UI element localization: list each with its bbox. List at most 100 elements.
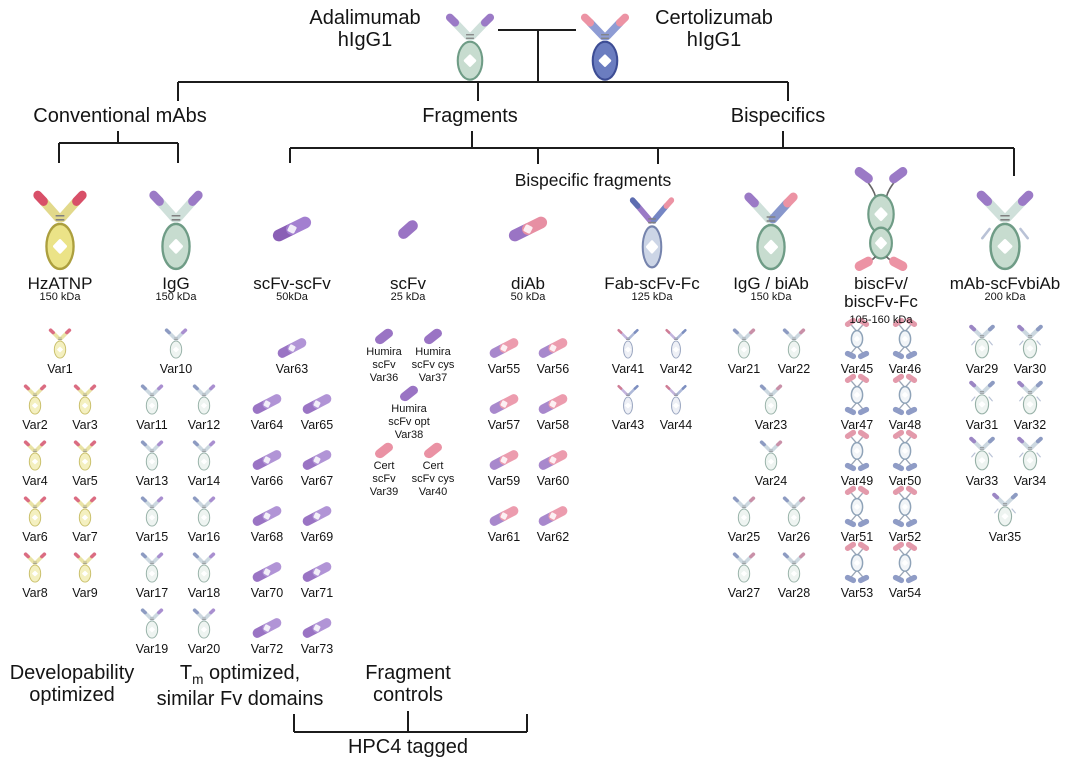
column-header-igg-biab: IgG / biAb [733,274,809,293]
fab-scfv-fc-variant-icon [663,382,689,416]
variant-label: Var30 [1013,362,1047,376]
variant-label-line: Var39 [369,486,399,499]
variant-label-line: scFv opt [388,416,430,429]
mab-scfvbiab-variant-icon [967,322,997,360]
column-header-scfv: scFv [390,274,426,293]
variant-label: Var62 [536,530,570,544]
igg-antibody-icon [145,184,207,274]
variant-label-line: Humira [366,346,402,358]
footer-label-tm-optimized: Tm optimized, similar Fv domains [157,662,324,710]
variant-label: Var61 [487,530,521,544]
column-header-fab-scfv-fc: Fab-scFv-Fc [604,274,700,293]
variant-label: Var52 [888,530,922,544]
mab-scfvbiab-variant-icon [1015,322,1045,360]
scfv-scfv-variant-icon [299,504,335,528]
variant-label: Var53 [840,586,874,600]
biscfv-variant-icon [891,428,919,472]
scfv-scfv-variant-icon [299,392,335,416]
hzatnp-variant-icon [72,438,98,472]
diab-variant-icon [535,392,571,416]
biscfv-variant-icon [843,428,871,472]
tm-text: optimized, [203,662,301,684]
variant-label: Var2 [22,418,48,432]
variant-label: Var44 [659,418,693,432]
variant-label: Var67 [300,474,334,488]
group-label-conventional-mabs: Conventional mAbs [33,105,207,127]
variant-label: Var13 [135,474,169,488]
variant-label: Var54 [888,586,922,600]
scfv-scfv-dumbbell-icon [268,214,316,244]
variant-label: Var34 [1013,474,1047,488]
column-header-scfv-scfv: scFv-scFv [253,274,331,293]
hzatnp-variant-icon [72,494,98,528]
igg-biab-variant-icon [781,494,807,528]
hzatnp-variant-icon [22,382,48,416]
variant-label-line: Cert [373,460,395,472]
variant-label: Var43 [611,418,645,432]
diab-variant-icon [486,504,522,528]
variant-label: Var42 [659,362,693,376]
variant-label: Var17 [135,586,169,600]
variant-label: Var70 [250,586,284,600]
variant-label: Var31 [965,418,999,432]
hzatnp-variant-icon [72,382,98,416]
variant-label: Humira scFv opt Var38 [388,403,430,443]
column-mass-biscfv: 105-160 kDa [849,314,913,326]
footer-label-hpc4-tagged: HPC4 tagged [347,736,469,758]
variant-label: Var69 [300,530,334,544]
footer-line: similar Fv domains [156,687,324,710]
biscfv-variant-icon [843,372,871,416]
igg-biab-antibody-icon [740,186,802,274]
variant-label: Var4 [22,474,48,488]
variant-label: Var57 [487,418,521,432]
variant-label: Var46 [888,362,922,376]
biscfv-variant-icon [891,484,919,528]
scfv-variant-icon [422,327,444,345]
group-label-bispecifics: Bispecifics [730,105,826,127]
variant-label: Var51 [840,530,874,544]
tm-subscript: m [192,672,204,687]
variant-label: Var29 [965,362,999,376]
column-mass-igg: 150 kDa [155,291,197,303]
igg-variant-icon [163,326,189,360]
diab-variant-icon [486,448,522,472]
igg-variant-icon [139,494,165,528]
scfv-scfv-variant-icon [299,448,335,472]
scfv-scfv-variant-icon [249,616,285,640]
igg-variant-icon [139,550,165,584]
variant-label-line: scFv [372,473,396,486]
diab-variant-icon [486,392,522,416]
variant-label: Var63 [275,362,309,376]
column-mass-fab-scfv-fc: 125 kDa [631,291,673,303]
variant-label: Var11 [136,418,168,432]
variant-label: Var8 [22,586,48,600]
variant-label: Var23 [754,418,788,432]
biscfv-variant-icon [843,316,871,360]
igg-biab-variant-icon [731,550,757,584]
scfv-scfv-variant-icon [249,504,285,528]
variant-label: Var64 [250,418,284,432]
variant-label: Var24 [754,474,788,488]
column-header-mab-scfvbiab: mAb-scFvbiAb [949,274,1061,293]
column-mass-diab: 50 kDa [510,291,546,303]
variant-label: Var33 [965,474,999,488]
variant-label: Var32 [1013,418,1047,432]
variant-label: Var58 [536,418,570,432]
igg-variant-icon [139,438,165,472]
variant-label: Var60 [536,474,570,488]
igg-variant-icon [191,606,217,640]
variant-label: Var6 [22,530,48,544]
footer-line: Fragment [365,662,451,684]
variant-label: Var65 [300,418,334,432]
variant-label: Humira scFv cys Var37 [412,346,455,386]
variant-label-line: Cert [422,460,444,472]
variant-label: Var72 [250,642,284,656]
variant-label-line: Var37 [418,372,448,385]
variant-label: Var45 [840,362,874,376]
scfv-scfv-variant-icon [274,336,310,360]
scfv-scfv-variant-icon [299,560,335,584]
mab-scfvbiab-variant-icon [967,378,997,416]
variant-label: Var41 [611,362,645,376]
